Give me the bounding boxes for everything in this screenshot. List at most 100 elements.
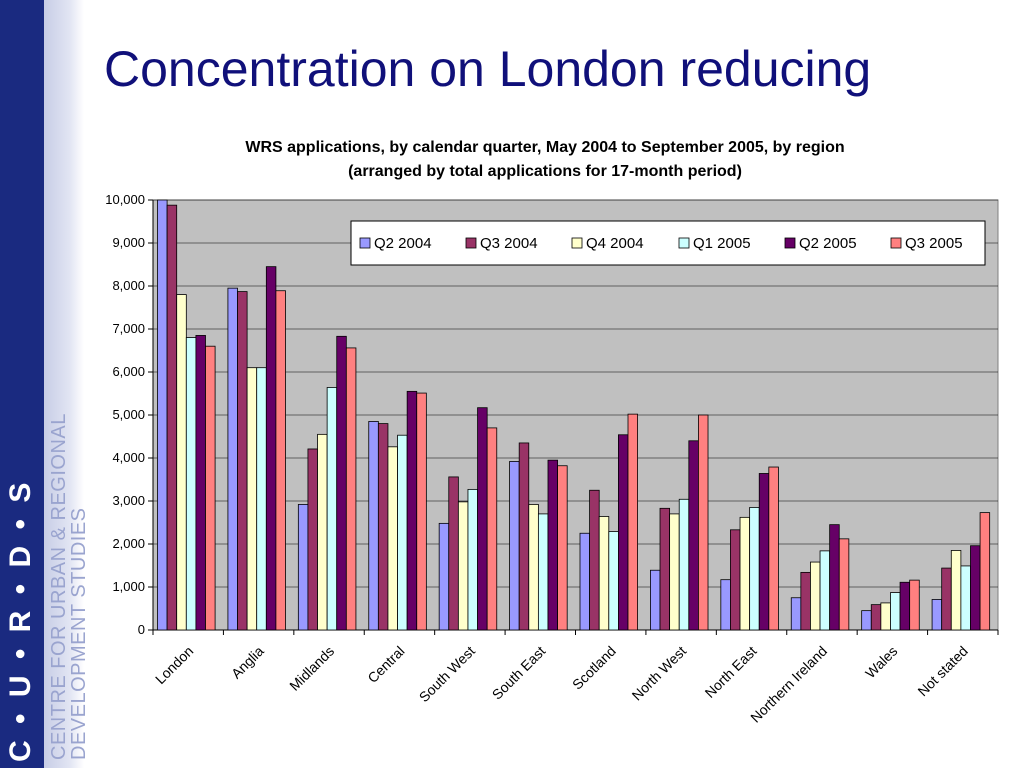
bar xyxy=(326,387,338,631)
bar xyxy=(880,602,891,631)
y-tick-label: 10,000 xyxy=(105,192,145,207)
y-tick-label: 7,000 xyxy=(112,321,145,336)
bar xyxy=(950,550,962,631)
bar xyxy=(909,579,920,631)
y-tick-label: 2,000 xyxy=(112,536,145,551)
bar xyxy=(688,440,699,631)
bar xyxy=(246,367,258,631)
bar xyxy=(265,266,277,631)
bar xyxy=(579,532,591,631)
y-tick-label: 1,000 xyxy=(112,579,145,594)
bar xyxy=(377,423,389,631)
legend-swatch xyxy=(571,237,583,249)
bar xyxy=(960,565,971,631)
bar xyxy=(237,291,248,631)
bar xyxy=(659,507,671,631)
bar xyxy=(698,414,709,631)
bar xyxy=(336,335,347,631)
x-category-label: Wales xyxy=(862,643,900,681)
x-category-label: London xyxy=(152,643,196,687)
bar xyxy=(157,199,168,631)
bar xyxy=(537,513,549,631)
bar xyxy=(185,337,197,631)
legend-label: Q4 2004 xyxy=(586,235,644,252)
x-category-label: Anglia xyxy=(228,643,267,682)
legend-label: Q1 2005 xyxy=(693,235,751,252)
bar xyxy=(739,516,751,631)
bar xyxy=(518,442,530,631)
y-tick-label: 3,000 xyxy=(112,493,145,508)
y-tick-label: 8,000 xyxy=(112,278,145,293)
bar xyxy=(749,507,760,631)
bar xyxy=(678,498,690,631)
bar xyxy=(758,473,770,631)
bar xyxy=(819,550,831,631)
bar xyxy=(307,448,318,631)
x-category-label: Not stated xyxy=(914,643,970,699)
bar xyxy=(166,204,178,631)
x-category-label: South West xyxy=(416,643,478,705)
bar xyxy=(557,465,568,631)
bar xyxy=(941,567,952,631)
bar xyxy=(397,434,408,631)
bar xyxy=(768,466,779,631)
legend-swatch xyxy=(678,237,690,249)
bar xyxy=(467,488,478,631)
bar xyxy=(176,294,187,631)
bar xyxy=(205,345,216,631)
bar xyxy=(720,579,731,631)
x-category-label: South East xyxy=(489,643,549,703)
bar xyxy=(368,421,379,631)
bar xyxy=(650,569,661,631)
y-tick-label: 4,000 xyxy=(112,450,145,465)
bar xyxy=(829,524,840,631)
bar xyxy=(448,476,459,631)
x-category-label: Northern Ireland xyxy=(747,643,830,726)
bar xyxy=(598,516,610,631)
bar xyxy=(416,392,427,631)
legend-label: Q3 2005 xyxy=(905,235,963,252)
bar xyxy=(256,367,267,631)
chart-title: WRS applications, by calendar quarter, M… xyxy=(245,139,845,156)
bar xyxy=(589,489,600,631)
x-category-label: Scotland xyxy=(569,643,619,693)
x-category-label: North West xyxy=(629,643,690,704)
bar xyxy=(627,413,639,631)
bar xyxy=(979,512,991,631)
y-tick-label: 0 xyxy=(138,622,145,637)
bar xyxy=(438,522,450,631)
bar xyxy=(890,592,901,631)
chart-subtitle: (arranged by total applications for 17-m… xyxy=(348,163,742,180)
legend-label: Q2 2004 xyxy=(374,235,432,252)
legend xyxy=(350,220,986,266)
bar xyxy=(477,407,488,631)
bar xyxy=(406,390,418,631)
legend-label: Q3 2004 xyxy=(480,235,538,252)
chart-title-block: WRS applications, by calendar quarter, M… xyxy=(100,136,990,184)
bar xyxy=(317,433,328,631)
x-category-label: North East xyxy=(702,643,760,701)
bar xyxy=(861,610,872,631)
bar xyxy=(195,335,206,631)
bar xyxy=(800,571,811,631)
bar xyxy=(790,597,802,631)
bar xyxy=(970,545,981,631)
bar xyxy=(931,599,943,631)
slide-title: Concentration on London reducing xyxy=(104,41,872,97)
bar xyxy=(669,513,680,631)
bar xyxy=(810,561,821,631)
y-tick-label: 5,000 xyxy=(112,407,145,422)
y-tick-label: 9,000 xyxy=(112,235,145,250)
bar xyxy=(730,529,741,631)
sidebar-branding: C • U • R • D • S CENTRE FOR URBAN & REG… xyxy=(0,0,90,768)
bar xyxy=(618,434,629,631)
bar xyxy=(297,504,309,631)
bar xyxy=(838,538,850,631)
legend-swatch xyxy=(890,237,902,249)
bar xyxy=(345,347,357,631)
legend-swatch xyxy=(784,237,796,249)
bar xyxy=(387,446,398,631)
bar xyxy=(547,459,558,631)
bar xyxy=(899,581,911,631)
